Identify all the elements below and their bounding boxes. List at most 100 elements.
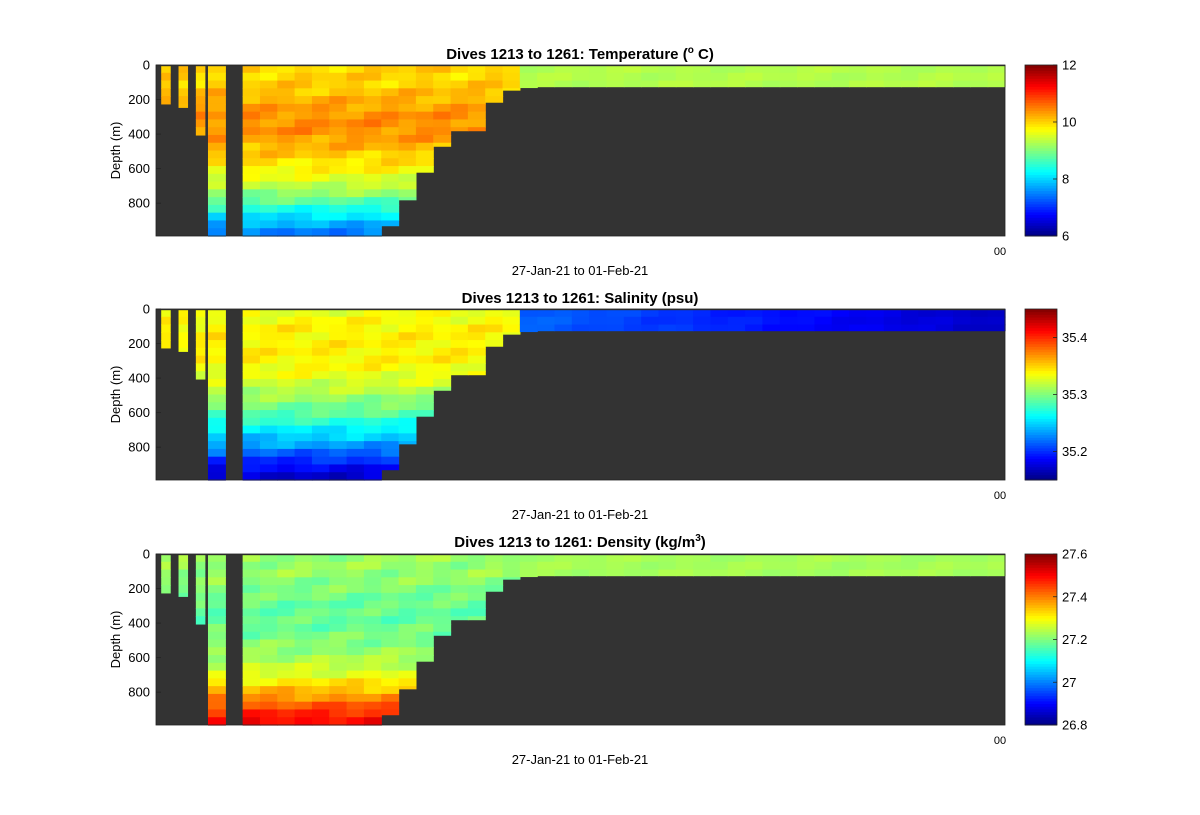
colorbar-swatch [1025, 115, 1057, 119]
heatmap-cell [623, 316, 642, 326]
colorbar-swatch [1025, 402, 1057, 406]
heatmap-cell [294, 709, 313, 718]
heatmap-cell [195, 111, 206, 121]
heatmap-cell [381, 433, 400, 442]
heatmap-cell [363, 65, 382, 74]
heatmap-cell [329, 340, 348, 349]
heatmap-cell [537, 561, 556, 571]
heatmap-cell [381, 577, 400, 586]
colorbar-swatch [1025, 556, 1057, 560]
heatmap-cell [195, 103, 206, 113]
heatmap-cell [658, 80, 677, 88]
heatmap-cell [346, 561, 365, 571]
y-tick-label: 600 [128, 650, 150, 665]
heatmap-cell [207, 433, 226, 442]
heatmap-cell [242, 585, 261, 594]
heatmap-cell [311, 158, 330, 167]
heatmap-cell [450, 324, 469, 333]
heatmap-cell [415, 80, 434, 89]
colorbar-swatch [1025, 311, 1057, 315]
heatmap-cell [294, 717, 313, 726]
heatmap-cell [467, 119, 486, 128]
heatmap-cell [207, 417, 226, 427]
heatmap-cell [277, 402, 296, 411]
heatmap-cell [294, 96, 313, 105]
colorbar-swatch [1025, 418, 1057, 422]
heatmap-cell [415, 410, 434, 417]
colorbar-swatch [1025, 636, 1057, 640]
heatmap-cell [415, 569, 434, 578]
heatmap-cell [294, 363, 313, 372]
heatmap-cell [450, 554, 469, 563]
heatmap-cell [537, 65, 556, 74]
heatmap-cell [849, 554, 867, 563]
heatmap-cell [953, 72, 971, 82]
heatmap-cell [485, 96, 504, 103]
colorbar-swatch [1025, 572, 1057, 576]
heatmap-cell [450, 332, 469, 341]
colorbar-swatch [1025, 607, 1057, 611]
colorbar-tick-label: 27.2 [1062, 632, 1087, 647]
heatmap-cell [294, 347, 313, 357]
heatmap-cell [329, 220, 348, 229]
heatmap-cell [178, 103, 189, 108]
colorbar-swatch [1025, 639, 1057, 643]
heatmap-cell [415, 631, 434, 641]
y-tick-label: 400 [128, 127, 150, 142]
heatmap-cell [745, 324, 764, 332]
heatmap-cell [259, 608, 278, 617]
heatmap-cell [398, 585, 417, 594]
colorbar-swatch [1025, 447, 1057, 452]
colorbar-swatch [1025, 594, 1057, 598]
heatmap-cell [242, 166, 261, 175]
heatmap-cell [467, 340, 486, 349]
heatmap-cell [363, 701, 382, 711]
heatmap-cell [195, 608, 206, 617]
heatmap-cell [178, 309, 189, 318]
heatmap-cell [311, 441, 330, 450]
heatmap-cell [762, 309, 781, 318]
heatmap-cell [207, 592, 226, 602]
colorbar-swatch [1025, 126, 1057, 130]
heatmap-cell [294, 569, 313, 578]
heatmap-cell [242, 592, 261, 602]
heatmap-cell [207, 181, 226, 190]
heatmap-cell [294, 173, 313, 183]
heatmap-cell [207, 639, 226, 648]
heatmap-cell [398, 616, 417, 625]
heatmap-cell [346, 410, 365, 419]
heatmap-cell [415, 394, 434, 403]
heatmap-cell [207, 686, 226, 695]
heatmap-cell [259, 158, 278, 167]
heatmap-cell [277, 394, 296, 403]
heatmap-cell [745, 72, 764, 82]
heatmap-cell [415, 65, 434, 74]
heatmap-cell [415, 623, 434, 633]
heatmap-cell [381, 204, 400, 214]
heatmap-cell [294, 72, 313, 82]
heatmap-cell [554, 324, 573, 332]
heatmap-cell [745, 316, 764, 326]
colorbar-swatch [1025, 142, 1057, 146]
colorbar-swatch [1025, 163, 1057, 168]
heatmap-cell [935, 324, 954, 332]
heatmap-cell [207, 561, 226, 571]
heatmap-cell [277, 347, 296, 357]
heatmap-cell [693, 309, 712, 318]
heatmap-cell [537, 324, 556, 332]
heatmap-cell [259, 717, 278, 726]
heatmap-cell [346, 600, 365, 610]
heatmap-cell [259, 410, 278, 419]
heatmap-cell [178, 88, 189, 97]
heatmap-cell [797, 324, 816, 332]
heatmap-cell [207, 150, 226, 159]
heatmap-cell [311, 72, 330, 82]
heatmap-cell [450, 616, 469, 621]
heatmap-cell [363, 220, 382, 229]
heatmap-cell [329, 111, 348, 121]
heatmap-cell [259, 577, 278, 586]
heatmap-cell [259, 127, 278, 136]
heatmap-cell [467, 309, 486, 318]
heatmap-cell [450, 127, 469, 132]
heatmap-cell [363, 717, 382, 726]
